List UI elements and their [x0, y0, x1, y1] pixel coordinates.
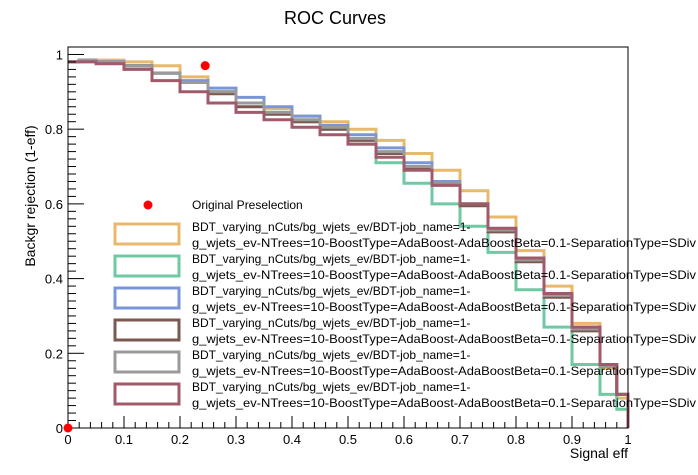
- legend: Original Preselection BDT_varying_nCuts/b…: [113, 198, 696, 410]
- x-tick-label: 0.3: [227, 432, 245, 447]
- x-axis-ticks: 0 0.1 0.2 0.3 0.4 0.5 0.6 0.7 0.8 0.9 1: [64, 416, 632, 447]
- y-tick-label: 0.4: [45, 272, 63, 287]
- legend-label-1-line1: BDT_varying_nCuts/bg_wjets_ev/BDT-job_na…: [192, 220, 470, 234]
- y-tick-label: 0.6: [45, 197, 63, 212]
- x-tick-label: 0.7: [451, 432, 469, 447]
- preselection-point-1: [200, 61, 210, 71]
- x-tick-label: 0.1: [115, 432, 133, 447]
- legend-label-preselection: Original Preselection: [192, 198, 303, 212]
- legend-label-1-line2: g_wjets_ev-NTrees=10-BoostType=AdaBoost-…: [192, 236, 696, 250]
- y-tick-label: 1: [56, 47, 63, 62]
- x-axis-label: Signal eff: [570, 445, 628, 461]
- legend-label-4-line2: g_wjets_ev-NTrees=10-BoostType=AdaBoost-…: [192, 332, 696, 346]
- y-tick-label: 0.8: [45, 122, 63, 137]
- x-tick-label: 0.8: [507, 432, 525, 447]
- y-axis-label: Backgr rejection (1-eff): [22, 125, 38, 266]
- legend-label-6-line1: BDT_varying_nCuts/bg_wjets_ev/BDT-job_na…: [192, 380, 470, 394]
- legend-label-4-line1: BDT_varying_nCuts/bg_wjets_ev/BDT-job_na…: [192, 316, 470, 330]
- legend-swatch-1: [113, 222, 181, 246]
- legend-label-6-line2: g_wjets_ev-NTrees=10-BoostType=AdaBoost-…: [192, 396, 696, 410]
- legend-swatch-3: [113, 286, 181, 310]
- x-tick-label: 0: [64, 432, 71, 447]
- legend-swatch-2: [113, 254, 181, 278]
- legend-label-3-line2: g_wjets_ev-NTrees=10-BoostType=AdaBoost-…: [192, 300, 696, 314]
- chart-title: ROC Curves: [284, 8, 386, 28]
- y-axis-ticks: 0 0.2 0.4 0.6 0.8 1: [45, 47, 84, 436]
- preselection-markers: [63, 61, 210, 433]
- legend-label-5-line2: g_wjets_ev-NTrees=10-BoostType=AdaBoost-…: [192, 364, 696, 378]
- y-tick-label: 0.2: [45, 346, 63, 361]
- legend-label-2-line2: g_wjets_ev-NTrees=10-BoostType=AdaBoost-…: [192, 268, 696, 282]
- legend-swatch-6: [113, 382, 181, 406]
- x-tick-label: 0.5: [339, 432, 357, 447]
- legend-swatch-4: [113, 318, 181, 342]
- legend-label-5-line1: BDT_varying_nCuts/bg_wjets_ev/BDT-job_na…: [192, 348, 470, 362]
- preselection-point-2: [63, 423, 73, 433]
- x-tick-label: 0.2: [171, 432, 189, 447]
- x-tick-label: 1: [624, 432, 631, 447]
- roc-curves: [68, 58, 630, 428]
- x-tick-label: 0.4: [283, 432, 301, 447]
- legend-label-2-line1: BDT_varying_nCuts/bg_wjets_ev/BDT-job_na…: [192, 252, 470, 266]
- roc-curve-6: [68, 60, 630, 428]
- legend-swatch-5: [113, 350, 181, 374]
- legend-label-3-line1: BDT_varying_nCuts/bg_wjets_ev/BDT-job_na…: [192, 284, 470, 298]
- x-tick-label: 0.6: [395, 432, 413, 447]
- y-tick-label: 0: [56, 421, 63, 436]
- x-tick-label: 0.9: [563, 432, 581, 447]
- legend-marker-preselection: [143, 200, 153, 210]
